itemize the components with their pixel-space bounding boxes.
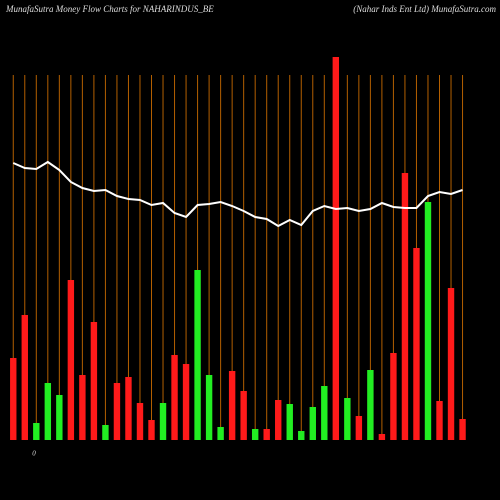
bar [194,270,201,440]
bar [413,248,420,440]
bar [171,355,178,440]
bar [390,353,397,440]
bar [401,173,409,440]
bar [298,431,305,440]
line [12,160,463,228]
bar [113,383,121,440]
bar [148,420,155,440]
bar [367,370,374,440]
bar [321,386,328,440]
bar [228,371,236,440]
bar [436,401,443,440]
bar [56,395,63,440]
bar [33,423,40,440]
bar [10,358,17,440]
bar [90,322,98,440]
bar [240,391,247,440]
chart-subtitle: (Nahar Inds Ent Ltd) MunafaSutra.com [353,4,496,14]
bar [125,377,132,440]
bar [286,404,293,440]
bar [424,202,432,440]
bar [332,57,340,440]
bar [378,434,386,440]
bar [102,425,109,440]
bar [136,403,144,440]
bar [205,375,213,440]
bar [44,383,52,440]
chart-title: MunafaSutra Money Flow Charts for NAHARI… [5,4,214,14]
bar [251,429,259,440]
bar [67,280,75,440]
bar [309,407,316,440]
bar [217,427,224,440]
bar [275,400,282,440]
bar [21,315,28,440]
zero-label: 0 [32,450,36,458]
bar [159,403,167,440]
bar [355,416,363,440]
bar [344,398,351,440]
bar [447,288,455,440]
bar [79,375,86,440]
bar [459,419,466,440]
bar [182,364,190,440]
bar [263,429,270,440]
